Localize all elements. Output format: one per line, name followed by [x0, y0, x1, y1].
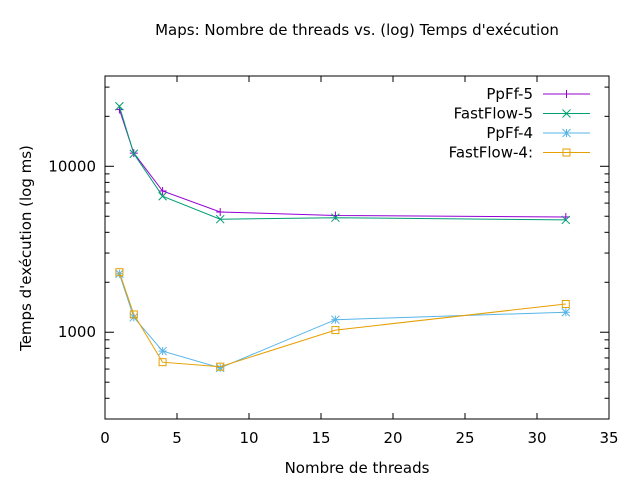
data-point: [331, 213, 340, 223]
legend-label: FastFlow-4:: [449, 144, 533, 162]
series-layer: [115, 101, 571, 373]
data-point: [115, 268, 124, 277]
data-point: [129, 312, 139, 322]
data-point: [115, 269, 124, 279]
data-point: [158, 346, 167, 356]
series-3: [115, 269, 571, 373]
legend-marker: [562, 148, 571, 157]
x-tick-label: 5: [172, 429, 182, 447]
x-tick-label: 15: [311, 429, 330, 447]
y-axis-label: Temps d'exécution (log ms): [17, 145, 35, 352]
legend-label: PpFf-5: [486, 85, 533, 103]
x-tick-label: 35: [599, 429, 618, 447]
series-line: [118, 106, 566, 221]
data-point: [216, 362, 225, 371]
chart-title: Maps: Nombre de threads vs. (log) Temps …: [155, 21, 559, 39]
data-point: [331, 326, 340, 335]
data-point: [561, 307, 571, 317]
series-line: [118, 272, 566, 368]
data-point: [215, 214, 225, 224]
legend-marker: [562, 90, 571, 98]
data-point: [561, 299, 570, 308]
x-tick-label: 10: [239, 429, 258, 447]
series-1: [115, 105, 570, 221]
legend-marker: [562, 128, 571, 138]
x-tick-label: 25: [455, 429, 474, 447]
series-4: [115, 268, 570, 371]
series-line: [118, 273, 566, 369]
y-tick-label: 1000: [58, 323, 96, 341]
legend-label: PpFf-4: [486, 124, 533, 142]
y-tick-label: 10000: [48, 157, 96, 175]
legend-marker: [562, 109, 571, 118]
data-point: [158, 186, 167, 195]
data-point: [216, 208, 225, 217]
x-tick-label: 30: [527, 429, 546, 447]
series-2: [115, 101, 571, 225]
data-point: [129, 149, 139, 159]
data-point: [331, 315, 340, 325]
data-point: [158, 358, 167, 367]
legend-label: FastFlow-5: [454, 105, 533, 123]
x-axis: 0 5 10 15 20 25 30 35: [100, 76, 619, 447]
data-point: [561, 215, 571, 225]
data-point: [158, 191, 167, 201]
plot-frame: [104, 75, 610, 420]
x-axis-label: Nombre de threads: [285, 459, 430, 477]
y-axis: 1000 10000: [48, 86, 609, 420]
data-point: [115, 101, 124, 111]
data-point: [129, 310, 138, 319]
x-tick-label: 0: [100, 429, 110, 447]
x-tick-label: 20: [383, 429, 402, 447]
